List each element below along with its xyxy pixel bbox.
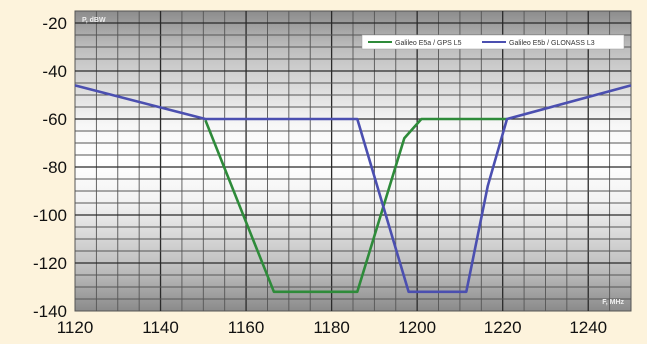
x-tick-label: 1160 [228, 318, 265, 337]
tick-labels: 1120 1140 1160 1180 1200 1220 1240 -20 -40 -60 -80… [33, 14, 607, 337]
x-tick-label: 1200 [398, 318, 436, 337]
x-tick-label: 1180 [313, 318, 350, 337]
series-line-green [204, 117, 507, 294]
y-axis-label: P, dBW [82, 17, 106, 24]
x-axis-label: F, MHz [602, 299, 624, 306]
series-line-blue [74, 84, 632, 294]
y-tick-label: -20 [42, 14, 67, 33]
x-tick-label: 1120 [57, 318, 94, 337]
x-tick-label: 1140 [142, 318, 179, 337]
legend-label-blue: Galileo E5b / GLONASS L3 [509, 40, 595, 47]
series-layer [74, 84, 632, 294]
legend: Galileo E5a / GPS L5 Galileo E5b / GLONA… [361, 34, 625, 50]
y-tick-label: -100 [33, 206, 67, 225]
y-tick-label: -120 [33, 254, 67, 273]
x-tick-label: 1220 [484, 318, 522, 337]
legend-label-green: Galileo E5a / GPS L5 [395, 40, 462, 47]
y-tick-label: -80 [42, 158, 67, 177]
y-tick-label: -40 [42, 62, 67, 81]
y-tick-label: -60 [42, 110, 67, 129]
y-tick-label: -140 [33, 302, 67, 321]
x-tick-label: 1240 [569, 318, 607, 337]
